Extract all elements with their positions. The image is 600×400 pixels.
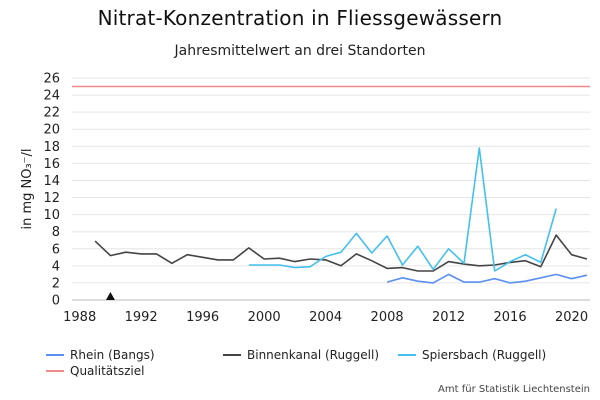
y-tick-label: 8 [52, 225, 60, 240]
legend-swatch [46, 370, 64, 372]
x-tick-label: 2020 [555, 310, 588, 325]
y-tick-label: 22 [43, 106, 60, 121]
y-tick-label: 6 [52, 242, 60, 257]
legend-item: Qualitätsziel [46, 364, 144, 378]
x-tick-label: 1988 [63, 310, 96, 325]
legend-item: Rhein (Bangs) [46, 348, 155, 362]
y-tick-label: 10 [43, 208, 60, 223]
y-tick-label: 18 [43, 140, 60, 155]
y-tick-label: 2 [52, 276, 60, 291]
x-tick-label: 2008 [371, 310, 404, 325]
legend-label: Binnenkanal (Ruggell) [247, 348, 380, 362]
y-axis-label: in mg NO₃⁻/l [20, 148, 35, 229]
legend-label: Rhein (Bangs) [70, 348, 155, 362]
x-tick-label: 2004 [309, 310, 342, 325]
x-tick-label: 1996 [186, 310, 219, 325]
triangle-marker [105, 292, 115, 300]
grid-lines [72, 77, 590, 301]
x-tick-label: 2000 [248, 310, 281, 325]
annotation-markers [105, 292, 115, 300]
legend-item: Binnenkanal (Ruggell) [223, 348, 379, 362]
legend-swatch [223, 354, 241, 356]
legend-swatch [46, 354, 64, 356]
y-tick-label: 0 [52, 294, 60, 309]
y-tick-label: 4 [52, 259, 60, 274]
x-tick-label: 1992 [125, 310, 158, 325]
series-line-binnenkanal-ruggell [94, 234, 588, 272]
legend-item: Spiersbach (Ruggell) [398, 348, 546, 362]
legend-label: Qualitätsziel [70, 364, 145, 378]
source-note: Amt für Statistik Liechtenstein [438, 384, 590, 395]
chart-title: Nitrat-Konzentration in Fliessgewässern [97, 6, 503, 30]
y-tick-label: 12 [43, 191, 60, 206]
series-line-rhein-bangs [386, 273, 588, 284]
y-tick-label: 14 [43, 174, 60, 189]
y-tick-label: 26 [43, 72, 60, 87]
series-lines [72, 85, 590, 284]
y-tick-label: 20 [43, 123, 60, 138]
legend: Rhein (Bangs) Binnenkanal (Ruggell) Spiers… [0, 344, 600, 384]
series-line-spiersbach-ruggell [248, 147, 557, 272]
x-axis-ticks: 1988 1992 1996 2000 2004 2008 2012 2016 2020 [63, 310, 588, 325]
x-tick-label: 2016 [494, 310, 527, 325]
legend-label: Spiersbach (Ruggell) [422, 348, 547, 362]
y-tick-label: 24 [43, 89, 60, 104]
x-tick-label: 2012 [432, 310, 465, 325]
legend-swatch [398, 354, 416, 356]
y-tick-label: 16 [43, 157, 60, 172]
chart-subtitle: Jahresmittelwert an drei Standorten [174, 43, 426, 59]
